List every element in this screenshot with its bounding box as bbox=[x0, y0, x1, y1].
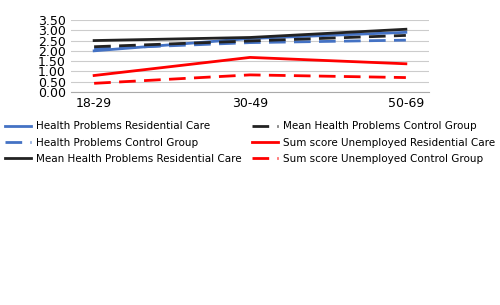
Legend: Health Problems Residential Care, Health Problems Control Group, Mean Health Pro: Health Problems Residential Care, Health… bbox=[0, 117, 500, 168]
